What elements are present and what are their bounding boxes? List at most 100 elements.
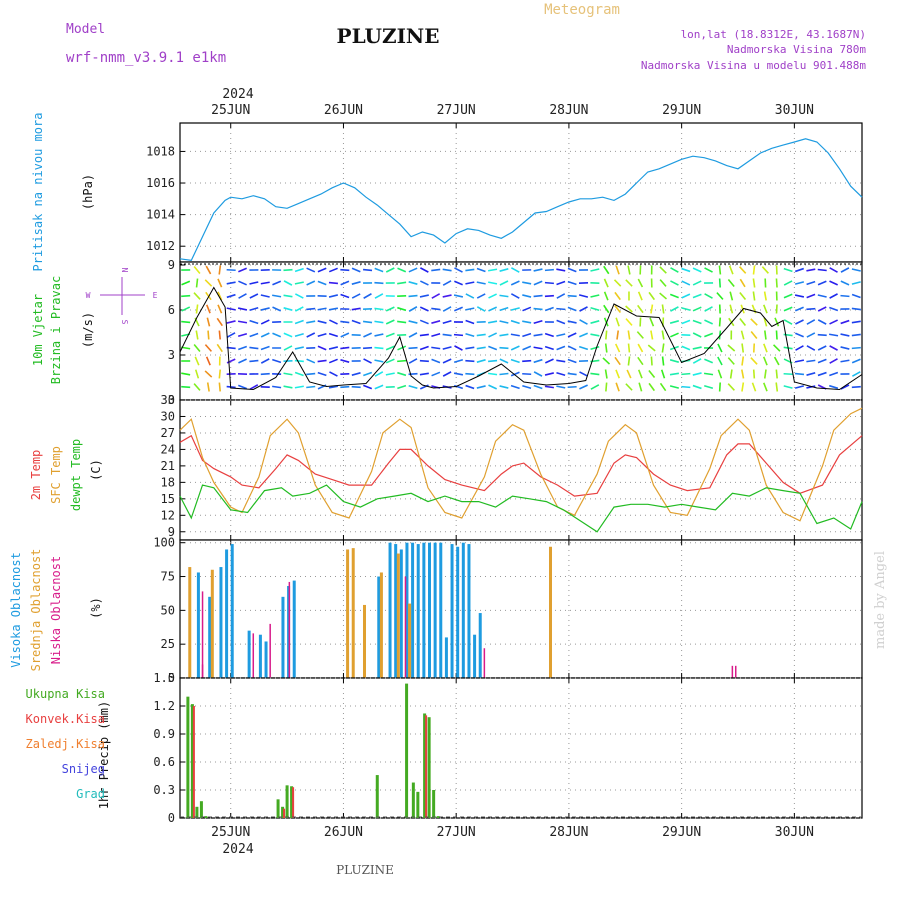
wind-barb — [208, 331, 209, 340]
wind-barb — [306, 374, 315, 375]
cloud-bar-high — [377, 577, 380, 678]
legend-hail: Grad — [76, 787, 105, 801]
precip-bar-total — [200, 801, 203, 818]
wind-barb — [409, 296, 418, 297]
wind-barb — [227, 270, 236, 271]
cloud-bar-high — [225, 549, 228, 678]
legend-convective: Konvek.Kisa — [26, 712, 105, 726]
y-tick-label: 12 — [161, 508, 175, 522]
wind-barb — [340, 347, 349, 348]
wind-barb — [295, 361, 304, 362]
cloud-bar-high — [197, 572, 200, 678]
cloud-bar-mid — [397, 554, 400, 678]
precip-bar-convective — [193, 706, 195, 818]
y-tick-label: 1.2 — [153, 699, 175, 713]
y-tick-label: 15 — [161, 492, 175, 506]
cloud-bar-low — [735, 666, 737, 678]
wind-barb — [776, 370, 777, 379]
wind-barb — [340, 321, 349, 322]
wind-barb — [629, 344, 630, 353]
bottom-tick-label: 29JUN — [662, 825, 701, 840]
wind-barb — [628, 357, 629, 366]
cloud-bar-low — [289, 582, 291, 678]
wind-barb — [374, 283, 383, 284]
precip-bar-total — [428, 717, 431, 818]
wind-barb — [197, 279, 198, 288]
cloud-bar-high — [248, 631, 251, 678]
wind-barb — [606, 331, 607, 340]
cloud-bar-high — [451, 544, 454, 678]
cloud-bar-low — [405, 577, 407, 678]
y-tick-label: 6 — [168, 303, 175, 317]
cloud-bar-low — [732, 666, 734, 678]
cloud-bar-low — [202, 591, 204, 678]
cloud-bar-high — [231, 544, 234, 678]
legend-frozen: Zaledj.Kisa — [26, 737, 105, 751]
wind-barb — [681, 374, 690, 375]
wind-barb — [534, 296, 543, 297]
precip-bar-total — [186, 697, 189, 818]
wind-barb — [443, 334, 452, 335]
y-tick-label: 0.9 — [153, 727, 175, 741]
cloud-bar-high — [417, 544, 420, 678]
y-tick-label: 0.3 — [153, 783, 175, 797]
wind-barb — [219, 370, 220, 379]
wind-barb — [719, 266, 720, 275]
top-tick-label: 26JUN — [324, 103, 363, 118]
compass-n: N — [120, 268, 129, 273]
wind-barb — [363, 270, 372, 271]
y-tick-label: 100 — [153, 536, 175, 550]
cloud-bar-low — [253, 633, 255, 678]
cloud-bar-high — [462, 543, 465, 678]
cloud-bar-high — [479, 613, 482, 678]
y-tick-label: 50 — [161, 603, 175, 617]
wind-barb — [776, 383, 777, 392]
wind-barb — [477, 334, 486, 335]
lonlat-label: lon,lat (18.8312E, 43.1687N) — [681, 28, 866, 41]
wind-barb — [534, 309, 543, 310]
compass-e: E — [153, 291, 158, 300]
cloud-bar-mid — [346, 549, 349, 678]
year-top: 2024 — [222, 87, 253, 102]
wind-barb — [181, 387, 190, 388]
y-tick-label: 0 — [168, 811, 175, 825]
y-tick-label: 24 — [161, 442, 175, 456]
wind-barb — [754, 370, 755, 379]
wind-barb — [522, 374, 531, 375]
watermark: made by Angel — [873, 551, 888, 649]
wind-barb — [545, 296, 554, 297]
compass-w: W — [86, 291, 91, 300]
wind-barb — [681, 387, 690, 388]
wind-barb — [776, 305, 777, 314]
product-title: Meteogram — [544, 2, 620, 18]
cloud-bar-mid — [363, 605, 366, 678]
precip-bar-total — [195, 807, 198, 818]
compass-s: S — [120, 320, 129, 325]
precip-bar-total — [376, 775, 379, 818]
wind-barb — [545, 270, 554, 271]
top-xaxis: 25JUN 26JUN 27JUN 28JUN 29JUN 30JUN — [211, 103, 814, 118]
model-altitude-label: Nadmorska Visina u modelu 901.488m — [641, 59, 867, 72]
precip-bar-total — [405, 684, 408, 818]
wind-barb — [340, 387, 349, 388]
cloud-bar-low — [269, 624, 271, 678]
legend-snow: Snijeg — [62, 762, 105, 776]
bottom-tick-label: 26JUN — [324, 825, 363, 840]
wind-barb — [499, 348, 508, 349]
cloud-bar-high — [428, 543, 431, 678]
wind-barb — [306, 386, 315, 387]
wind-barb — [488, 361, 497, 362]
wind-barb — [329, 283, 338, 284]
y-tick-label: 33 — [161, 393, 175, 407]
wind-barb — [499, 374, 508, 375]
high-cloud-ylabel: Visoka Oblacnost — [9, 552, 23, 668]
cloud-bar-mid — [408, 604, 411, 678]
wind-barb — [522, 361, 531, 362]
wind-barb — [465, 374, 474, 375]
panel-frame — [180, 123, 862, 262]
wind-barb — [806, 309, 815, 310]
wind-barb — [568, 373, 577, 374]
